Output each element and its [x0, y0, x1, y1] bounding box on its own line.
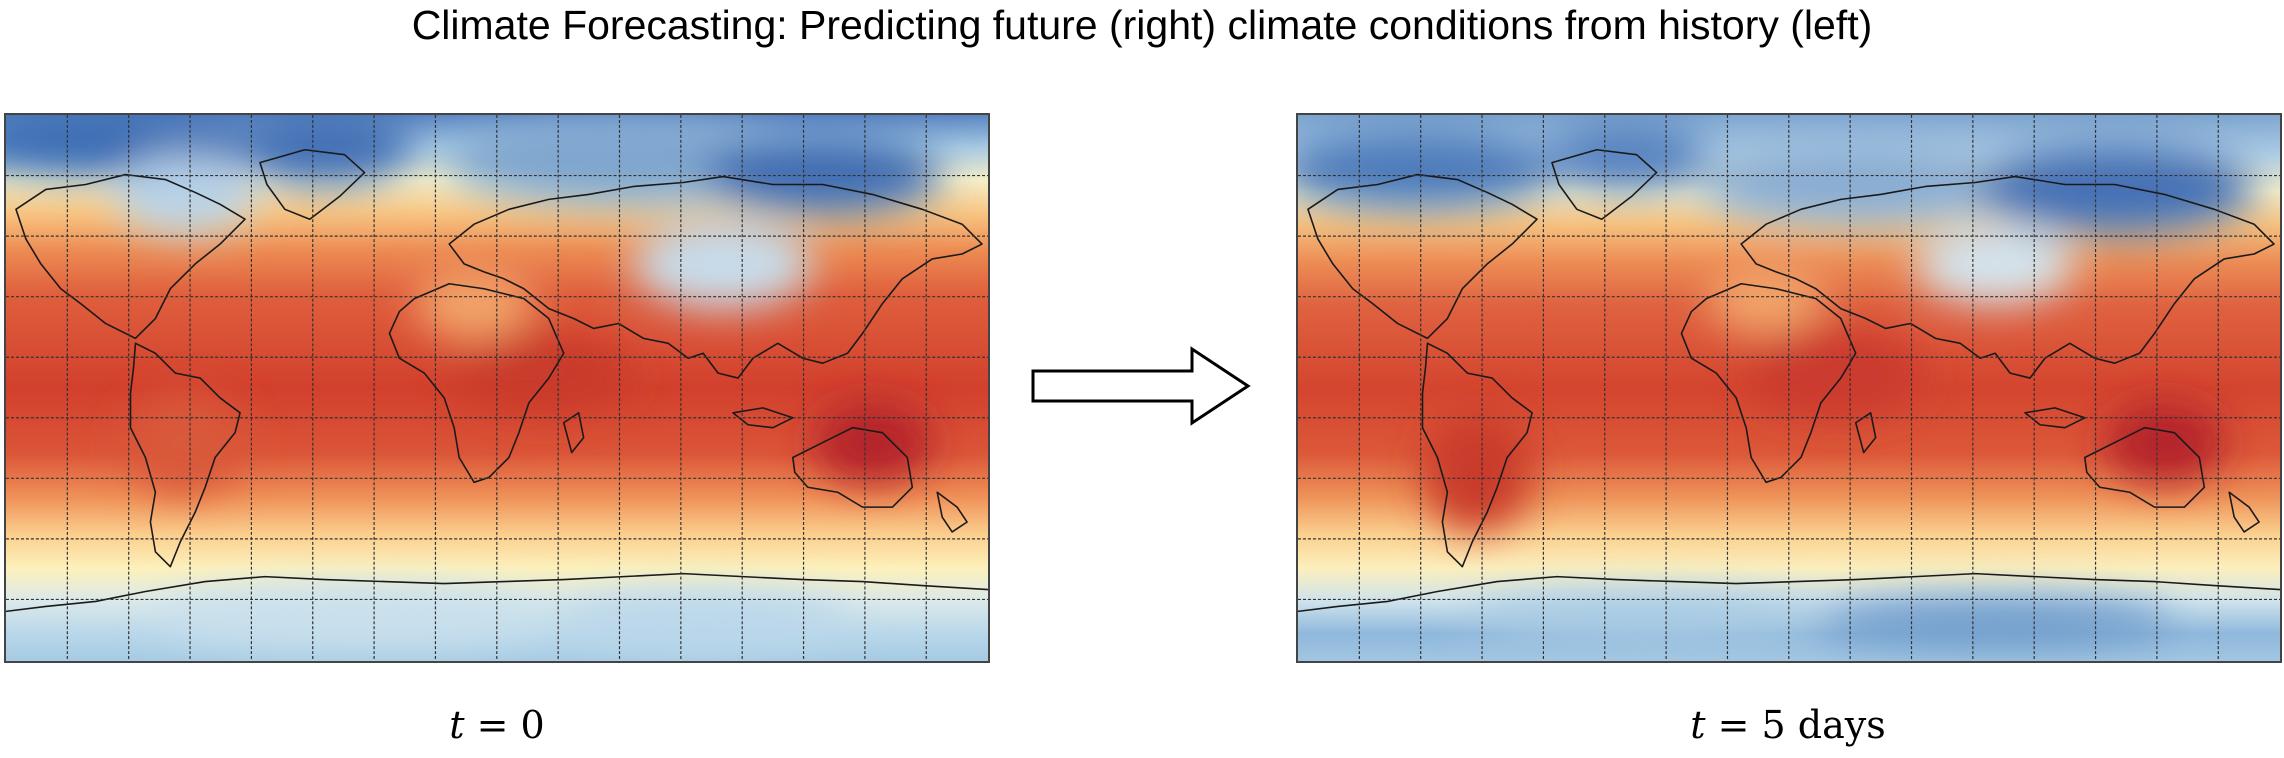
temperature-heatmap-t5	[1298, 115, 2280, 661]
coastlines-t0	[6, 148, 988, 613]
figure-title: Climate Forecasting: Predicting future (…	[411, 2, 1873, 48]
caption-t0-value: = 0	[476, 703, 545, 747]
graticule-t0	[6, 115, 988, 661]
caption-t0-variable: t	[449, 703, 465, 747]
caption-t0: t = 0	[347, 700, 647, 750]
temperature-heatmap-t0	[6, 115, 988, 661]
map-t5	[1296, 113, 2282, 663]
graticule-t5	[1298, 115, 2280, 661]
caption-t5: t = 5 days	[1588, 700, 1988, 750]
caption-t5-value: = 5 days	[1717, 703, 1886, 747]
caption-t5-variable: t	[1690, 703, 1706, 747]
coastlines-t5	[1298, 148, 2280, 613]
map-t0	[4, 113, 990, 663]
forecast-arrow-icon	[1031, 346, 1251, 426]
